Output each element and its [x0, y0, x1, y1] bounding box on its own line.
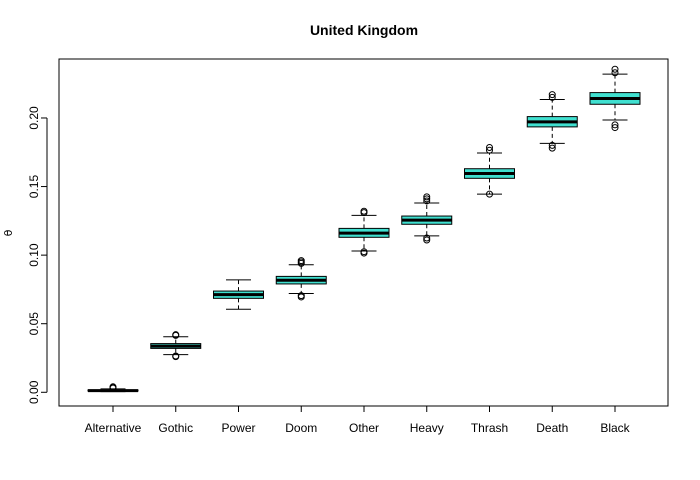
- outlier-point: [611, 69, 619, 77]
- x-tick-label: Doom: [285, 421, 317, 435]
- x-axis: Alternative Gothic Power Doom Other Heavy Thra…: [85, 405, 631, 435]
- outlier-point: [611, 65, 619, 73]
- outlier-point: [423, 236, 431, 244]
- x-tick-label: Power: [221, 421, 255, 435]
- box-death: [526, 91, 578, 152]
- box-black: [589, 65, 641, 132]
- x-tick-label: Thrash: [471, 421, 508, 435]
- x-tick-label: Death: [536, 421, 568, 435]
- y-tick-label: 0.20: [27, 106, 41, 130]
- x-tick-label: Other: [349, 421, 379, 435]
- outlier-point: [297, 257, 305, 265]
- outlier-point: [548, 93, 556, 101]
- box-doom: [275, 257, 327, 301]
- outlier-point: [172, 331, 180, 339]
- y-tick-label: 0.00: [27, 380, 41, 404]
- y-tick-label: 0.15: [27, 175, 41, 199]
- x-tick-label: Gothic: [158, 421, 193, 435]
- outlier-point: [360, 248, 368, 256]
- box-power: [213, 279, 264, 310]
- outlier-point: [611, 124, 619, 132]
- y-tick-label: 0.05: [27, 312, 41, 336]
- y-axis: 0.00 0.05 0.10 0.15 0.20: [27, 106, 48, 404]
- outlier-point: [423, 234, 431, 242]
- outlier-point: [486, 190, 493, 198]
- outlier-point: [548, 91, 556, 99]
- outlier-point: [548, 141, 556, 149]
- outlier-point: [297, 292, 305, 300]
- box-alternative: [87, 383, 139, 393]
- outlier-point: [423, 193, 431, 201]
- outlier-point: [423, 197, 431, 205]
- outlier-point: [548, 144, 556, 152]
- box-heavy: [401, 193, 453, 244]
- x-tick-label: Alternative: [85, 421, 142, 435]
- box-series: [87, 65, 641, 393]
- outlier-point: [109, 383, 117, 391]
- box-other: [338, 207, 390, 257]
- box-thrash: [464, 143, 515, 198]
- outlier-point: [423, 195, 431, 203]
- outlier-point: [172, 352, 180, 360]
- outlier-point: [360, 207, 368, 215]
- box-gothic: [150, 331, 202, 361]
- y-axis-label: θ: [2, 229, 15, 236]
- outlier-point: [486, 143, 493, 151]
- outlier-point: [611, 121, 619, 129]
- outlier-point: [486, 146, 493, 154]
- x-tick-label: Heavy: [410, 421, 444, 435]
- x-tick-label: Black: [600, 421, 630, 435]
- chart-title: United Kingdom: [310, 22, 418, 38]
- y-tick-label: 0.10: [27, 243, 41, 267]
